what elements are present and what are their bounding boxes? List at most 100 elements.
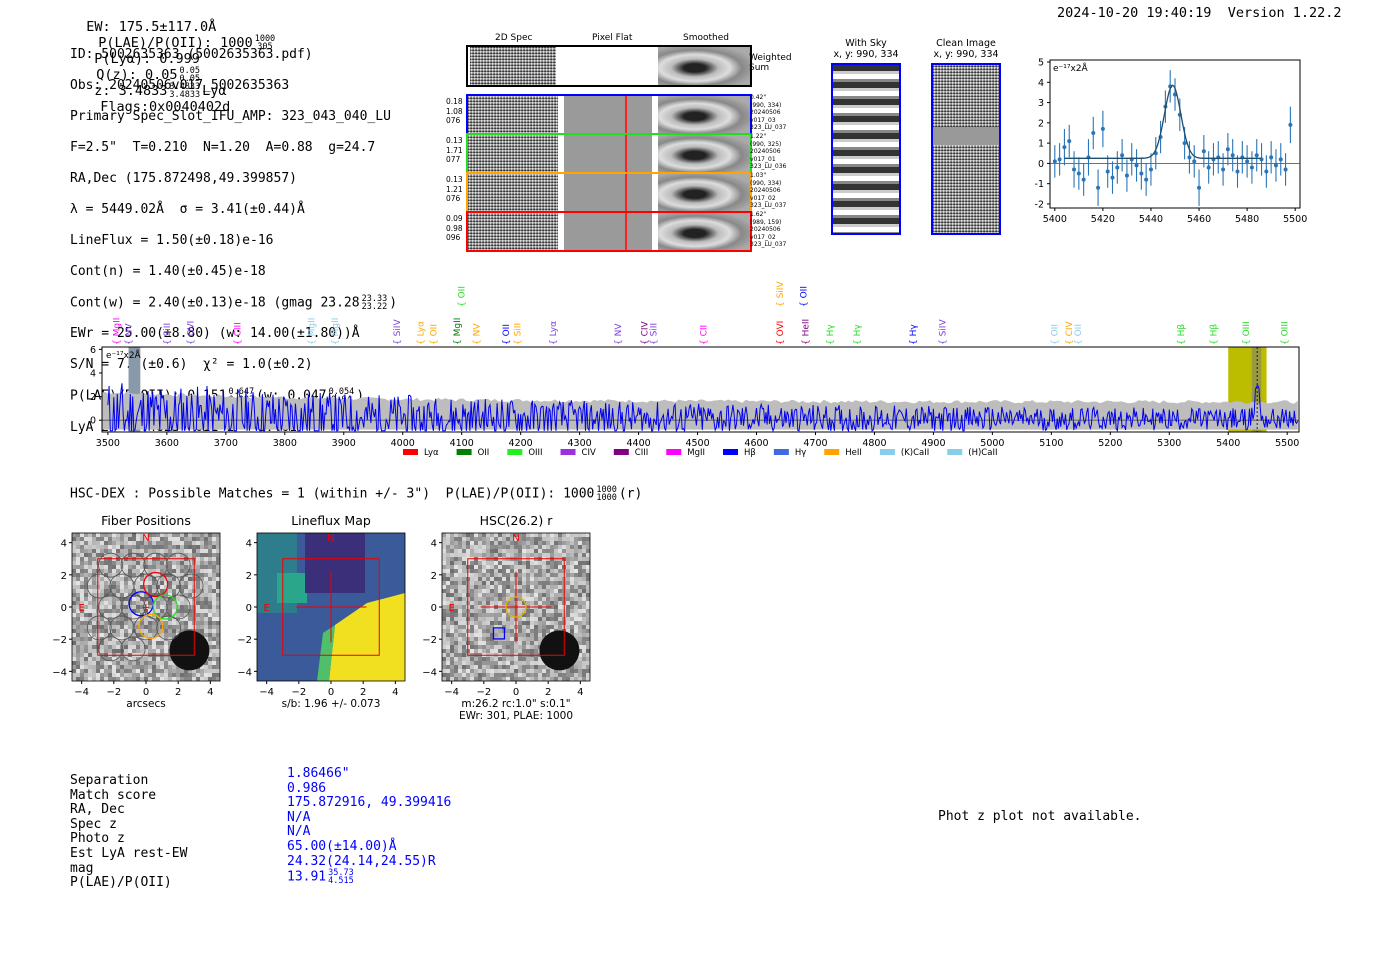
zoom-data-point bbox=[1283, 167, 1288, 172]
zoom-data-point bbox=[1264, 169, 1269, 174]
hsc-panel-note: EWr: 301, PLAE: 1000 bbox=[459, 710, 573, 722]
legend-label: (H)CaII bbox=[968, 448, 997, 458]
hsc-x-tick-label: 0 bbox=[143, 687, 149, 698]
svg-text:{ CII: { CII bbox=[699, 325, 709, 345]
full-x-tick-label: 3600 bbox=[155, 438, 179, 449]
compass-east: E bbox=[263, 603, 269, 614]
zoom-data-point bbox=[1278, 157, 1283, 162]
zoom-y-unit: e⁻¹⁷x2Å bbox=[1053, 62, 1089, 74]
full-x-tick-label: 4700 bbox=[803, 438, 827, 449]
hsc-panels: Fiber Positions N E +4 2 0 −2 −4 −4 −2 0 2 4 arcsecs L… bbox=[52, 513, 591, 722]
emission-line-label: { HeII bbox=[801, 319, 811, 345]
photz-message: Phot z plot not available. bbox=[938, 809, 1142, 824]
cutout-row-right-label: 0.42" (990, 334) 20240506 v017_03 323_LU_037 bbox=[750, 94, 787, 131]
full-x-tick-label: 4300 bbox=[568, 438, 592, 449]
hsc-y-tick-label: −4 bbox=[52, 667, 67, 678]
svg-text:{ OII: { OII bbox=[1074, 324, 1084, 345]
full-x-tick-label: 4200 bbox=[509, 438, 533, 449]
svg-text:{ SiII: { SiII bbox=[163, 323, 173, 345]
clean-image-xy: x, y: 990, 334 bbox=[933, 49, 999, 60]
compass-north: N bbox=[142, 533, 149, 544]
hsc-x-tick-label: 2 bbox=[360, 687, 366, 698]
svg-text:{ Hγ: { Hγ bbox=[909, 324, 919, 345]
emission-line-label: { MgII bbox=[453, 318, 463, 345]
emission-line-label: { CIII bbox=[234, 322, 244, 345]
svg-text:{ OII: { OII bbox=[800, 286, 810, 307]
svg-text:{ OIII: { OIII bbox=[1280, 321, 1290, 345]
zoom-data-point bbox=[1120, 153, 1125, 158]
ew-rest: EWr = 25.00(±8.80) (w: 14.00(±1.80))Å bbox=[70, 326, 360, 341]
emission-line-label: { SiII bbox=[649, 323, 659, 345]
full-y-tick-label: 0 bbox=[90, 416, 96, 427]
ra-dec: RA,Dec (175.872498,49.399857) bbox=[70, 170, 297, 186]
cutout-row bbox=[466, 94, 752, 135]
col-2d-spec: 2D Spec bbox=[495, 33, 533, 43]
match-label: mag bbox=[70, 860, 94, 876]
zoom-data-point bbox=[1057, 157, 1062, 162]
hsc-y-tick-label: 0 bbox=[246, 603, 252, 614]
legend-label: OII bbox=[478, 448, 490, 458]
hsc-x-tick-label: 0 bbox=[513, 687, 519, 698]
emission-line-label: { NV bbox=[472, 323, 482, 345]
zoom-y-tick-label: 1 bbox=[1038, 139, 1044, 150]
full-x-tick-label: 4100 bbox=[450, 438, 474, 449]
emission-line-label: { OIII bbox=[1280, 321, 1290, 345]
fiber-circle bbox=[156, 573, 181, 599]
zoom-data-point bbox=[1115, 165, 1120, 170]
full-x-tick-label: 5000 bbox=[980, 438, 1004, 449]
zoom-data-point bbox=[1230, 153, 1235, 158]
primary-spec: Primary Spec_Slot_IFU_AMP: 323_043_040_L… bbox=[70, 108, 391, 124]
svg-text:{ OII: { OII bbox=[458, 286, 468, 307]
detection-id: ID: 5002635363 (5002635363.pdf) bbox=[70, 46, 313, 62]
hsc-x-tick-label: −4 bbox=[259, 687, 274, 698]
hsc-x-tick-label: −4 bbox=[444, 687, 459, 698]
legend-label: Hγ bbox=[795, 448, 806, 458]
bright-source bbox=[169, 630, 210, 671]
emission-line-label: { MgII bbox=[113, 318, 123, 345]
match-value: N/A bbox=[287, 824, 311, 840]
cutout-row-left-label: 0.09 0.98 096 bbox=[446, 214, 463, 242]
fiber-circle bbox=[120, 636, 146, 662]
zoom-data-point bbox=[1235, 169, 1240, 174]
match-label: Spec z bbox=[70, 816, 117, 832]
svg-text:{ SiII: { SiII bbox=[514, 323, 524, 345]
zoom-x-tick-label: 5500 bbox=[1283, 214, 1307, 225]
zoom-x-tick-label: 5420 bbox=[1091, 214, 1115, 225]
emission-line-label: { CII bbox=[699, 325, 709, 345]
hsc-x-tick-label: −4 bbox=[74, 687, 89, 698]
emission-line-label: { MgII bbox=[307, 318, 317, 345]
emission-line-label: { Lyα bbox=[549, 321, 559, 345]
match-value: 65.00(±14.00)Å bbox=[287, 838, 397, 854]
svg-text:{ Hβ: { Hβ bbox=[1210, 324, 1220, 345]
zoom-data-point bbox=[1192, 159, 1197, 164]
hsc-x-tick-label: −2 bbox=[291, 687, 306, 698]
match-label: RA, Dec bbox=[70, 802, 125, 818]
match-label: Est LyA rest-EW bbox=[70, 845, 188, 861]
zoom-y-tick-label: -2 bbox=[1035, 199, 1044, 210]
z-value: z: 3.4833 bbox=[94, 83, 168, 99]
plae-fraction: 1000 305 bbox=[254, 34, 276, 52]
zoom-data-point bbox=[1288, 122, 1293, 127]
zoom-data-point bbox=[1225, 147, 1230, 152]
legend-label: (K)CaII bbox=[901, 448, 929, 458]
version: Version 1.22.2 bbox=[1227, 5, 1342, 21]
svg-text:{ Hβ: { Hβ bbox=[1177, 324, 1187, 345]
zoom-data-point bbox=[1067, 139, 1072, 144]
zoom-x-tick-label: 5480 bbox=[1235, 214, 1259, 225]
svg-text:{ CIV: { CIV bbox=[640, 320, 650, 345]
svg-text:{ OIII: { OIII bbox=[1242, 321, 1252, 345]
hsc-panel-title: HSC(26.2) r bbox=[480, 513, 554, 528]
hsc-panel: HSC(26.2) r N E 4 2 0 −2 −4 −4 −2 0 2 4 m:26.2 rc:1.0… bbox=[422, 513, 591, 722]
zoom-data-point bbox=[1072, 167, 1077, 172]
full-x-tick-label: 3500 bbox=[96, 438, 120, 449]
match-value: 175.872916, 49.399416 bbox=[287, 795, 452, 811]
zoom-data-point bbox=[1134, 163, 1139, 168]
zoom-data-point bbox=[1148, 167, 1153, 172]
svg-text:{ OII: { OII bbox=[429, 324, 439, 345]
full-x-tick-label: 4600 bbox=[744, 438, 768, 449]
fiber-circle bbox=[98, 594, 124, 620]
emission-line-label: { SiII bbox=[163, 323, 173, 345]
hsc-x-tick-label: 2 bbox=[175, 687, 181, 698]
emission-line-label: { OII bbox=[1074, 324, 1084, 345]
hsc-x-tick-label: −2 bbox=[106, 687, 121, 698]
